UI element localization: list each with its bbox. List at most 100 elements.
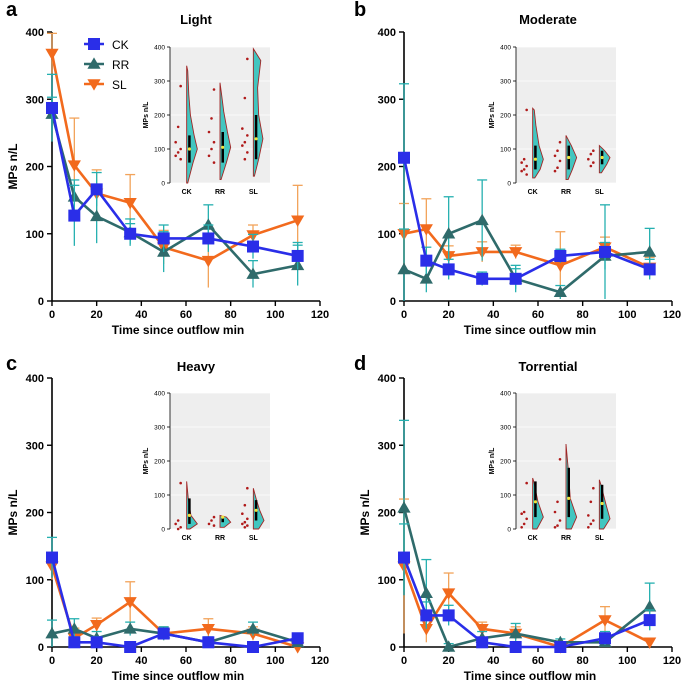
violin-point bbox=[246, 524, 249, 527]
panel-letter: c bbox=[6, 353, 17, 375]
violin-median bbox=[254, 508, 258, 512]
violin-point bbox=[520, 161, 523, 164]
x-axis-label: Time since outflow min bbox=[112, 323, 244, 337]
data-point bbox=[599, 632, 611, 645]
violin-CK: CK bbox=[520, 477, 544, 542]
data-point bbox=[90, 183, 103, 196]
data-point bbox=[475, 213, 489, 226]
violin-point bbox=[592, 161, 595, 164]
violin-RR: RR bbox=[207, 82, 232, 196]
inset-y-tick-label: 0 bbox=[161, 527, 165, 534]
data-point bbox=[554, 249, 567, 262]
data-point bbox=[67, 160, 81, 172]
y-tick-label: 0 bbox=[38, 296, 44, 308]
violin-point bbox=[243, 526, 247, 529]
data-point bbox=[201, 218, 215, 230]
data-point bbox=[553, 260, 567, 272]
y-tick-label: 100 bbox=[26, 229, 44, 241]
violin-SL: SL bbox=[241, 486, 265, 542]
inset-category-label: CK bbox=[528, 535, 538, 542]
violin-point bbox=[525, 173, 528, 176]
data-point bbox=[509, 626, 523, 639]
violin-median bbox=[533, 500, 538, 504]
violin-box bbox=[188, 498, 191, 524]
panel-letter: b bbox=[354, 0, 366, 21]
violin-point bbox=[592, 519, 595, 522]
x-tick-label: 20 bbox=[443, 655, 455, 667]
x-tick-label: 60 bbox=[180, 655, 192, 667]
data-point bbox=[442, 588, 456, 600]
inset-category-label: SL bbox=[595, 189, 605, 196]
legend-label: SL bbox=[112, 78, 127, 92]
series-CK bbox=[46, 536, 304, 653]
violin-median bbox=[221, 145, 225, 149]
violin-point bbox=[587, 526, 590, 529]
violin-point bbox=[241, 127, 244, 130]
inset-chart: 0 100 200 300 400 MPs n/L CK RR SL bbox=[489, 45, 616, 196]
data-point bbox=[442, 227, 456, 239]
inset-y-tick-label: 0 bbox=[161, 181, 165, 188]
data-point bbox=[291, 632, 304, 645]
violin-point bbox=[179, 481, 182, 485]
y-tick-label: 0 bbox=[38, 642, 44, 654]
y-tick-label: 300 bbox=[378, 94, 396, 106]
series-line bbox=[403, 218, 650, 294]
data-point bbox=[643, 245, 657, 257]
violin-point bbox=[174, 140, 177, 144]
x-tick-label: 120 bbox=[311, 655, 329, 667]
inset-category-label: CK bbox=[182, 535, 192, 542]
data-point bbox=[398, 551, 410, 564]
inset-y-tick-label: 300 bbox=[500, 425, 511, 432]
inset-y-label: MPs n/L bbox=[489, 447, 496, 475]
violin-point bbox=[210, 147, 213, 151]
data-point bbox=[45, 626, 59, 639]
inset-chart: 0 100 200 300 400 MPs n/L CK RR SL bbox=[143, 45, 270, 196]
violin-median bbox=[187, 513, 192, 518]
violin-point bbox=[246, 57, 249, 61]
data-point bbox=[420, 254, 433, 267]
data-point bbox=[442, 263, 455, 276]
violin-point bbox=[176, 527, 180, 531]
legend-label: RR bbox=[112, 58, 130, 72]
violin-point bbox=[241, 522, 244, 526]
x-tick-label: 100 bbox=[266, 309, 284, 321]
x-tick-label: 100 bbox=[618, 655, 636, 667]
legend-marker bbox=[87, 57, 101, 69]
y-tick-label: 100 bbox=[378, 229, 396, 241]
violin-point bbox=[522, 510, 526, 514]
data-point bbox=[124, 227, 137, 240]
legend-marker bbox=[88, 38, 100, 50]
inset-y-label: MPs n/L bbox=[143, 101, 150, 129]
violin-point bbox=[592, 149, 595, 152]
data-point bbox=[247, 240, 259, 253]
violin-median bbox=[567, 155, 571, 160]
data-point bbox=[46, 101, 58, 114]
x-tick-label: 0 bbox=[49, 655, 55, 667]
data-point bbox=[398, 151, 410, 164]
inset-y-tick-label: 400 bbox=[154, 45, 165, 52]
violin-box bbox=[534, 481, 537, 518]
x-tick-label: 40 bbox=[135, 309, 147, 321]
data-point bbox=[397, 262, 411, 275]
violin-point bbox=[587, 514, 590, 517]
violin-point bbox=[212, 515, 216, 519]
x-tick-label: 40 bbox=[135, 655, 147, 667]
x-tick-label: 0 bbox=[401, 309, 407, 321]
violin-point bbox=[243, 503, 247, 507]
inset-category-label: RR bbox=[561, 535, 571, 542]
violin-point bbox=[558, 140, 562, 144]
violin-point bbox=[553, 510, 557, 514]
series-line bbox=[50, 53, 299, 263]
violin-point bbox=[589, 500, 593, 504]
inset-y-tick-label: 300 bbox=[154, 425, 165, 432]
violin-point bbox=[525, 481, 528, 485]
data-point bbox=[124, 641, 137, 653]
data-point bbox=[123, 622, 137, 634]
violin-box bbox=[221, 517, 224, 523]
y-tick-label: 400 bbox=[26, 27, 44, 39]
data-point bbox=[201, 255, 215, 268]
violin-point bbox=[558, 159, 562, 163]
x-tick-label: 20 bbox=[443, 309, 455, 321]
inset-category-label: CK bbox=[182, 189, 192, 196]
y-tick-label: 300 bbox=[26, 440, 44, 452]
